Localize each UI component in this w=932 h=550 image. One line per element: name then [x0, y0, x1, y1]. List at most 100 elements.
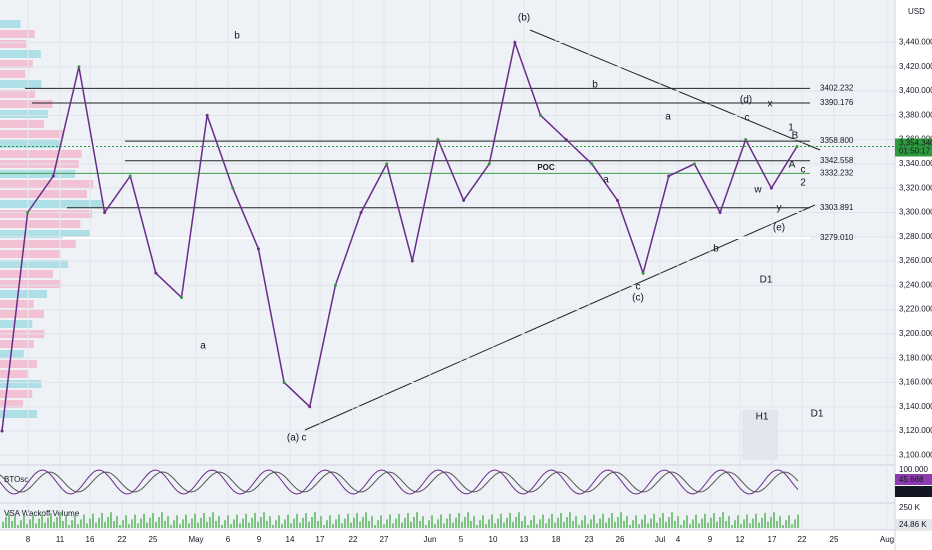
wave-label: c	[636, 282, 641, 293]
volume-bar	[176, 515, 178, 528]
volume-bar	[440, 514, 442, 528]
volume-bar	[752, 518, 754, 528]
volume-bar	[218, 516, 220, 528]
volume-bar	[497, 518, 499, 528]
volume-profile	[0, 240, 76, 248]
wave-label: w	[753, 185, 762, 196]
x-tick-label: 23	[585, 535, 594, 544]
volume-bar	[467, 512, 469, 528]
volume-bar	[341, 523, 343, 528]
wave-label: D1	[811, 409, 824, 420]
level-label: 3358.800	[820, 136, 854, 145]
volume-bar	[113, 521, 115, 528]
price-point	[667, 174, 671, 178]
volume-bar	[479, 520, 481, 528]
volume-bar	[167, 516, 169, 528]
volume-bar	[785, 520, 787, 528]
volume-bar	[551, 513, 553, 528]
volume-bar	[617, 517, 619, 528]
volume-profile	[0, 230, 91, 238]
volume-profile	[0, 80, 42, 88]
volume-bar	[665, 521, 667, 528]
price-point	[410, 259, 414, 263]
volume-bar	[623, 521, 625, 528]
wave-label: (a)	[287, 433, 299, 444]
volume-bar	[653, 513, 655, 528]
volume-bar	[671, 512, 673, 528]
volume-bar	[290, 523, 292, 528]
volume-bar	[311, 517, 313, 528]
wave-label: D1	[760, 275, 773, 286]
volume-bar	[533, 515, 535, 528]
volume-bar	[572, 521, 574, 528]
osc-signal	[0, 471, 799, 493]
volume-bar	[110, 512, 112, 528]
volume-bar	[710, 517, 712, 528]
volume-bar	[125, 515, 127, 528]
volume-bar	[248, 522, 250, 528]
x-tick-label: 8	[26, 535, 31, 544]
volume-bar	[257, 521, 259, 528]
y-tick-label: 3,340.000	[899, 159, 932, 168]
volume-bar	[131, 519, 133, 528]
volume-bar	[326, 520, 328, 528]
volume-bar	[527, 525, 529, 528]
wave-label: a	[200, 341, 206, 352]
x-tick-label: Jun	[424, 535, 437, 544]
volume-bar	[38, 518, 40, 528]
volume-bar	[761, 517, 763, 528]
wave-label: x	[768, 99, 773, 110]
y-tick-label: 3,220.000	[899, 305, 932, 314]
x-tick-label: 18	[552, 535, 561, 544]
volume-bar	[101, 513, 103, 528]
volume-last: 24.86 K	[899, 520, 927, 529]
x-tick-label: 22	[798, 535, 807, 544]
volume-bar	[485, 524, 487, 528]
volume-bar	[782, 525, 784, 528]
volume-bar	[104, 521, 106, 528]
volume-bar	[731, 525, 733, 528]
volume-bar	[26, 524, 28, 528]
x-tick-label: 9	[257, 535, 262, 544]
price-axis-bg	[895, 0, 932, 550]
volume-bar	[428, 520, 430, 528]
y-tick-label: 3,400.000	[899, 86, 932, 95]
y-tick-label: 3,380.000	[899, 110, 932, 119]
volume-bar	[461, 521, 463, 528]
price-point	[615, 198, 619, 202]
volume-profile	[0, 400, 24, 408]
volume-bar	[323, 525, 325, 528]
x-tick-label: Jul	[655, 535, 665, 544]
volume-bar	[278, 515, 280, 528]
volume-bar	[506, 517, 508, 528]
volume-bar	[89, 518, 91, 528]
volume-bar	[383, 524, 385, 528]
y-tick-label: 3,160.000	[899, 378, 932, 387]
volume-bar	[170, 525, 172, 528]
volume-bar	[422, 516, 424, 528]
volume-bar	[251, 517, 253, 528]
volume-bar	[350, 522, 352, 528]
volume-profile	[0, 350, 24, 358]
volume-bar	[305, 513, 307, 528]
price-point	[77, 65, 81, 69]
wave-label: a	[603, 175, 609, 186]
price-point	[385, 162, 389, 166]
wave-label: B	[792, 131, 799, 142]
x-tick-label: 4	[676, 535, 681, 544]
volume-bar	[593, 514, 595, 528]
volume-bar	[740, 524, 742, 528]
volume-bar	[98, 517, 100, 528]
volume-bar	[11, 521, 13, 528]
volume-profile	[0, 150, 82, 158]
volume-bar	[542, 514, 544, 528]
volume-bar	[722, 512, 724, 528]
volume-bar	[674, 521, 676, 528]
volume-bar	[317, 521, 319, 528]
volume-bar	[68, 525, 70, 528]
volume-bar	[152, 513, 154, 528]
volume-profile	[0, 220, 81, 228]
volume-bar	[689, 524, 691, 528]
volume-profile	[0, 170, 76, 178]
wave-label: H1	[756, 412, 769, 423]
